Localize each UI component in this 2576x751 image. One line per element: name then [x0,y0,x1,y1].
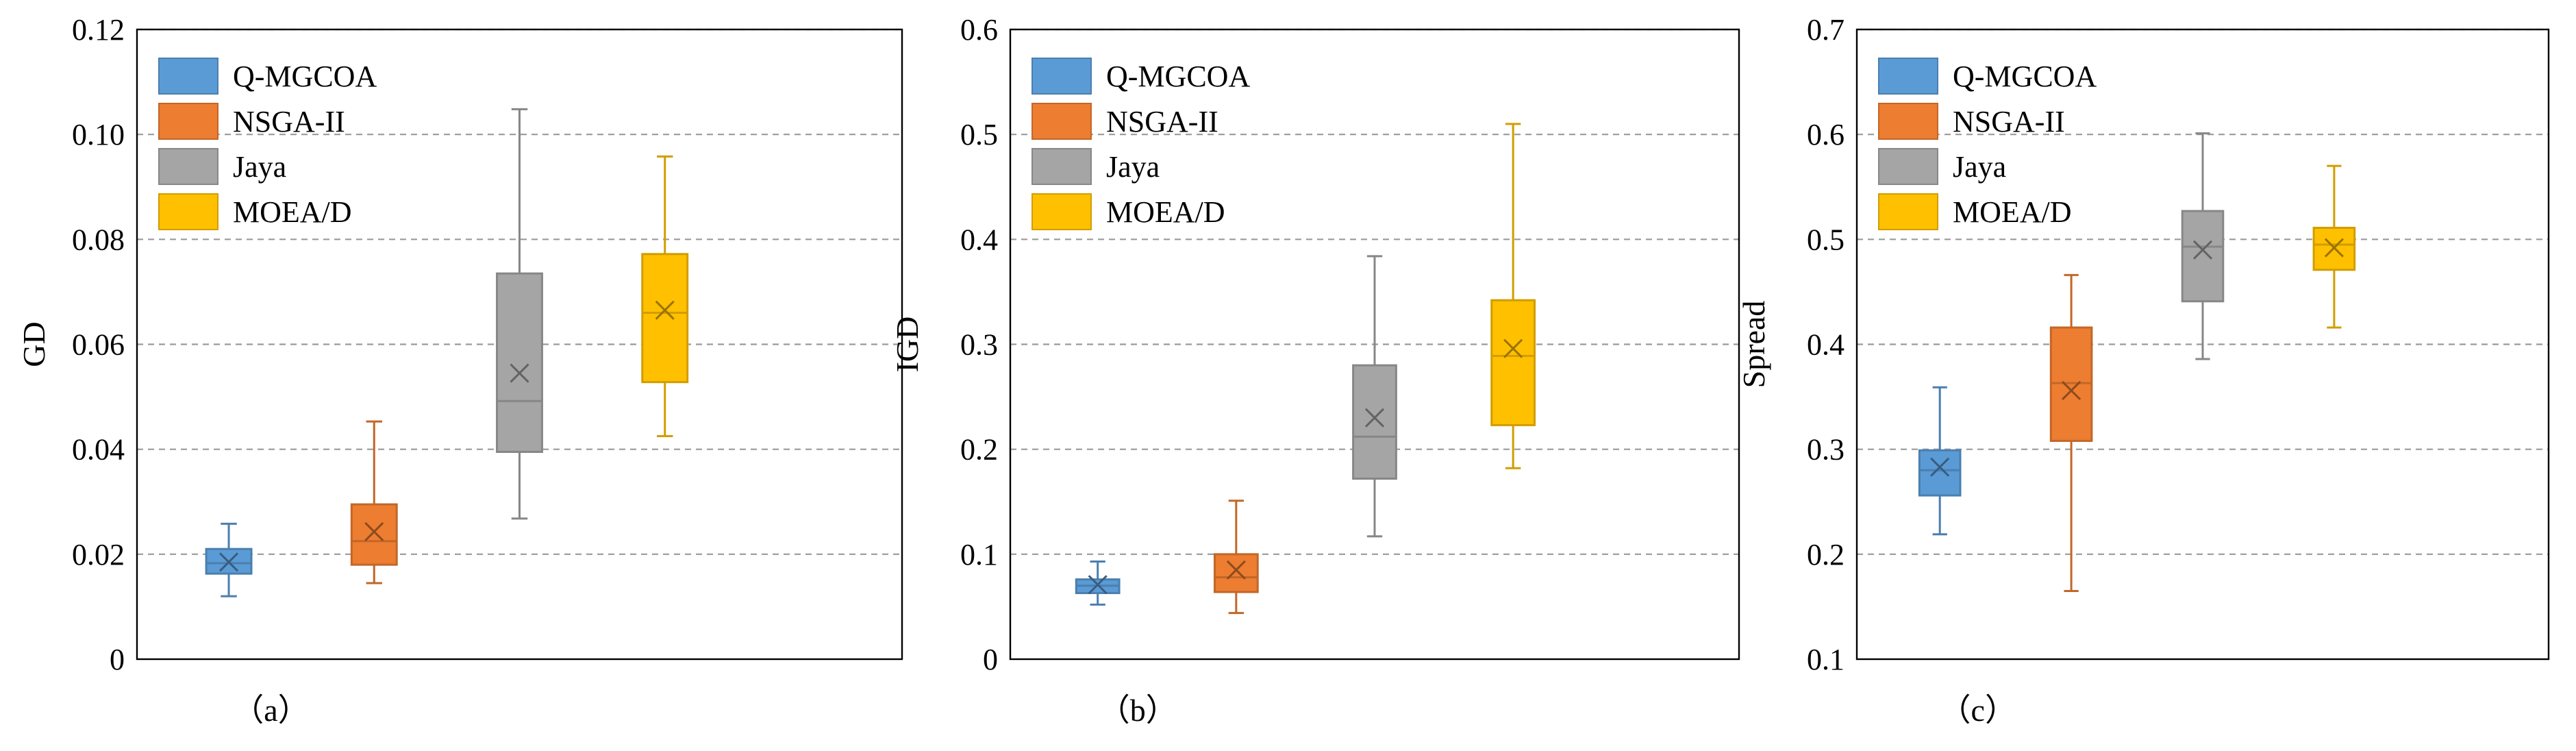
box-jaya [496,108,543,520]
y-tick-label: 0.3 [1807,433,1845,467]
mean-marker [1364,408,1385,428]
panel-label: （c） [1940,693,2016,728]
mean-marker [364,521,384,541]
mean-marker [655,300,675,320]
legend-label: MOEA/D [233,195,352,229]
y-tick-label: 0.06 [72,328,125,362]
legend-label: NSGA-II [1106,105,1218,138]
box-nsga-ii [1213,500,1259,615]
legend-label: Q-MGCOA [1953,60,2097,93]
legend-swatch [1878,193,1938,230]
y-tick-label: 0.1 [960,538,998,571]
legend-swatch [158,193,218,230]
box-iqr [205,547,253,575]
legend-swatch [1878,58,1938,95]
y-axis-label: GD [16,321,51,367]
box-jaya [1352,255,1397,538]
panel-label: （b） [1099,693,1177,728]
y-tick-label: 0.6 [1807,118,1845,151]
legend-swatch [1878,148,1938,185]
y-tick-label: 0.2 [1807,538,1845,571]
mean-marker [1503,338,1523,358]
box-iqr [641,253,689,384]
mean-marker [2324,238,2344,258]
y-tick-label: 0.12 [72,13,125,47]
plot-frame [136,28,903,661]
legend-label: Jaya [1106,150,1160,184]
y-tick-label: 0 [110,643,125,676]
box-moea-d [2312,164,2356,329]
chart-panel-0: 0 0.02 0.04 0.06 0.08 0.10 0.12 GD （a） Q-MGCOA NSG… [16,13,903,728]
box-iqr [496,272,543,453]
plot-frame [1009,28,1740,661]
box-moea-d [1490,123,1536,469]
mean-marker [218,552,239,572]
mean-marker [1088,575,1108,595]
legend-label: MOEA/D [1106,195,1225,229]
legend-swatch [158,58,218,95]
legend-label: Jaya [233,150,286,184]
box-q-mgcoa [1918,386,1962,536]
legend-label: Jaya [1953,150,2006,184]
y-tick-label: 0.4 [1807,328,1845,362]
legend-label: MOEA/D [1953,195,2072,229]
y-tick-label: 0.1 [1807,643,1845,676]
box-iqr [2181,210,2225,303]
chart-panel-2: 0.1 0.2 0.3 0.4 0.5 0.6 0.7 Spread （c） Q-MGCOA NSG… [1736,13,2550,728]
legend-swatch [158,148,218,185]
y-tick-label: 0.6 [960,13,998,47]
box-nsga-ii [2049,273,2093,592]
box-iqr [2049,326,2093,442]
legend-swatch [1031,103,1092,140]
box-moea-d [641,155,689,438]
box-iqr [1918,449,1962,497]
legend-swatch [158,103,218,140]
mean-marker [510,363,529,383]
y-tick-label: 0.10 [72,118,125,151]
legend-swatch [1031,58,1092,95]
legend-label: Q-MGCOA [1106,60,1250,93]
y-tick-label: 0.7 [1807,13,1845,47]
y-tick-label: 0.5 [960,118,998,151]
legend-swatch [1031,193,1092,230]
box-iqr [1352,364,1397,480]
legend-label: NSGA-II [233,105,345,138]
box-jaya [2181,132,2225,360]
legend-swatch [1878,103,1938,140]
box-iqr [350,503,398,566]
y-tick-label: 0.2 [960,433,998,467]
box-iqr [1213,553,1259,593]
box-q-mgcoa [205,522,253,598]
box-nsga-ii [350,420,398,584]
legend-swatch [1031,148,1092,185]
plot-frame [1855,28,2550,661]
legend-label: Q-MGCOA [233,60,377,93]
y-axis-label: Spread [1736,301,1771,389]
box-q-mgcoa [1075,561,1121,606]
y-tick-label: 0.08 [72,223,125,256]
y-tick-label: 0 [983,643,998,676]
mean-marker [2192,240,2213,260]
box-iqr [1490,299,1536,426]
y-tick-label: 0.04 [72,433,125,467]
mean-marker [2062,380,2081,400]
panel-label: （a） [232,693,309,728]
mean-marker [1226,560,1246,580]
y-axis-label: IGD [890,317,925,373]
y-tick-label: 0.02 [72,538,125,571]
mean-marker [1930,457,1950,477]
chart-panel-1: 0 0.1 0.2 0.3 0.4 0.5 0.6 IGD （b） Q-MGCOA NSGA-II J… [890,13,1740,728]
y-tick-label: 0.3 [960,328,998,362]
y-tick-label: 0.5 [1807,223,1845,256]
y-tick-label: 0.4 [960,223,998,256]
legend-label: NSGA-II [1953,105,2065,138]
